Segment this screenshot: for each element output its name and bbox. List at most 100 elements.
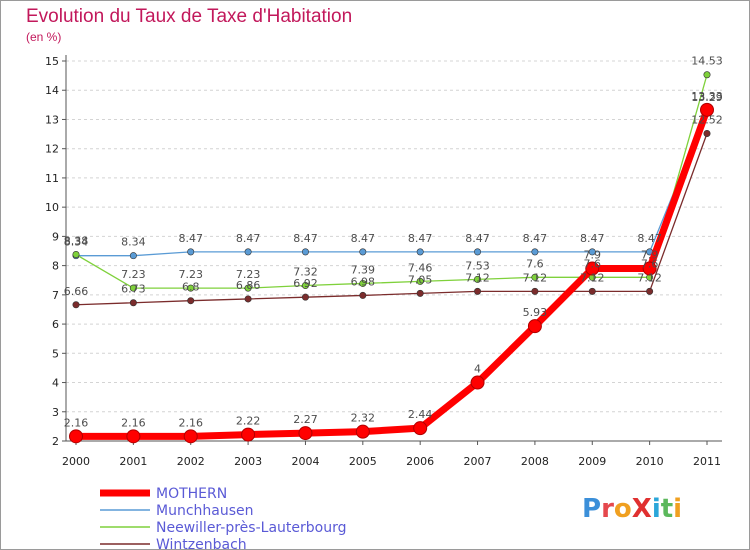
data-label: 2.16 (64, 416, 89, 429)
y-tick-label: 10 (45, 201, 59, 214)
data-label: 4 (474, 363, 481, 376)
y-tick-label: 15 (45, 55, 59, 68)
series-point-4 (129, 299, 137, 307)
data-label: 7.12 (523, 271, 548, 284)
data-label: 7.23 (178, 268, 203, 281)
series-point-1 (413, 421, 428, 436)
legend: MOTHERNMunchhausenNeewiller-près-Lauterb… (100, 486, 346, 550)
data-label: 8.47 (523, 232, 548, 245)
data-label: 8.47 (351, 232, 376, 245)
data-label: 6.98 (351, 275, 376, 288)
data-label: 13.29 (691, 91, 723, 104)
data-label: 7.39 (351, 263, 376, 276)
data-label: 8.47 (236, 232, 261, 245)
data-label: 2.32 (351, 412, 376, 425)
series-point-4 (72, 301, 80, 309)
series-point-3 (703, 71, 711, 79)
series-point-4 (187, 297, 195, 305)
grid-lines (66, 60, 722, 413)
logo-letter: P (582, 494, 601, 524)
proxiti-logo: ProXiti (582, 494, 682, 524)
series-point-3 (416, 277, 424, 285)
y-tick-label: 13 (45, 113, 59, 126)
legend-label: MOTHERN (156, 486, 227, 502)
data-label: 6.73 (121, 283, 146, 296)
y-tick-label: 8 (52, 260, 59, 273)
data-label: 8.47 (293, 232, 318, 245)
legend-label: Neewiller-près-Lauterbourg (156, 520, 346, 536)
x-tick-label: 2009 (578, 455, 606, 468)
series-point-1 (585, 261, 600, 276)
y-tick-label: 7 (52, 289, 59, 302)
data-label: 7.6 (641, 257, 659, 270)
data-label: 7.23 (121, 268, 146, 281)
series-point-4 (244, 295, 252, 303)
data-label: 6.66 (64, 285, 89, 298)
series-point-1 (470, 375, 485, 390)
data-label: 2.22 (236, 415, 261, 428)
series-line-1 (72, 106, 711, 440)
series-point-3 (244, 284, 252, 292)
x-tick-label: 2003 (234, 455, 262, 468)
series-point-4 (474, 287, 482, 295)
chart-subtitle: (en %) (26, 30, 62, 44)
data-label: 6.8 (182, 281, 200, 294)
x-tick-label: 2006 (406, 455, 434, 468)
y-tick-label: 3 (52, 406, 59, 419)
data-label: 8.34 (64, 236, 89, 249)
series-point-3 (301, 281, 309, 289)
data-label: 7.53 (465, 259, 490, 272)
logo-letter: i (652, 494, 661, 524)
data-label: 7.12 (637, 271, 662, 284)
data-label: 7.12 (465, 271, 490, 284)
series-point-2 (359, 248, 367, 256)
data-label: 6.92 (293, 277, 318, 290)
series-point-2 (531, 248, 539, 256)
series-line-3 (75, 74, 708, 289)
series-point-2 (588, 248, 596, 256)
data-label: 8.47 (178, 232, 203, 245)
y-tick-label: 11 (45, 172, 59, 185)
y-tick-label: 6 (52, 318, 59, 331)
data-label: 2.16 (178, 416, 203, 429)
series-point-1 (527, 319, 542, 334)
data-label: 2.16 (121, 416, 146, 429)
legend-label: Wintzenbach (156, 537, 247, 550)
y-tick-label: 12 (45, 143, 59, 156)
series-point-2 (301, 248, 309, 256)
series-lines (69, 71, 714, 444)
series-point-1 (126, 429, 141, 444)
data-label: 7.23 (236, 268, 261, 281)
series-line-2 (75, 110, 708, 257)
series-point-1 (69, 429, 83, 444)
series-point-4 (301, 293, 309, 301)
x-tick-label: 2011 (693, 455, 721, 468)
data-label: 7.12 (580, 271, 605, 284)
series-point-2 (416, 248, 424, 256)
logo-letter: r (601, 494, 614, 524)
legend-label: Munchhausen (156, 503, 254, 519)
logo-letter: X (632, 494, 652, 524)
y-tick-label: 14 (45, 84, 59, 97)
data-label: 14.53 (691, 55, 723, 68)
x-tick-label: 2002 (177, 455, 205, 468)
x-tick-label: 2005 (349, 455, 377, 468)
series-point-4 (588, 287, 596, 295)
series-point-1 (700, 102, 714, 117)
y-tick-label: 9 (52, 230, 59, 243)
series-point-1 (241, 427, 256, 442)
data-label: 7.6 (526, 257, 544, 270)
x-tick-label: 2007 (464, 455, 492, 468)
series-point-1 (355, 424, 370, 439)
y-tick-label: 2 (52, 435, 59, 448)
series-point-3 (531, 273, 539, 281)
data-label: 7.46 (408, 261, 433, 274)
data-label: 7.6 (584, 257, 602, 270)
data-label: 6.86 (236, 279, 261, 292)
data-label: 7.05 (408, 273, 433, 286)
series-point-4 (531, 287, 539, 295)
series-point-2 (244, 248, 252, 256)
logo-letter: o (614, 494, 632, 524)
series-point-1 (642, 261, 657, 276)
data-label: 7.32 (293, 265, 318, 278)
